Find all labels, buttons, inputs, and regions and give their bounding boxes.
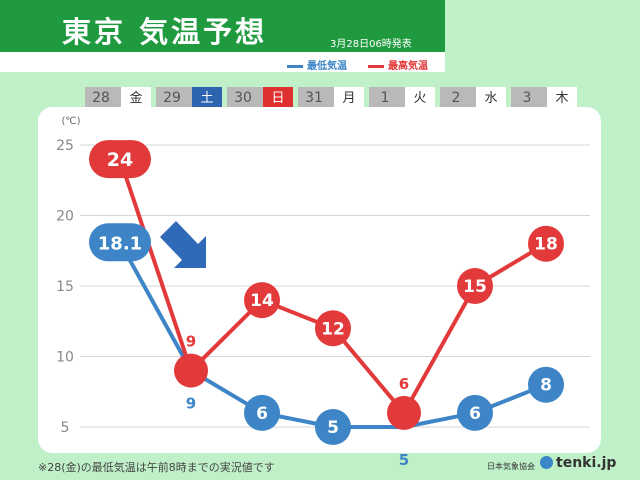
day-weekday: 月 xyxy=(334,87,364,110)
credit: 日本気象協会 xyxy=(487,462,535,471)
brand-text: tenki.jp xyxy=(556,455,617,471)
day-cell: 30 日 xyxy=(227,87,293,110)
max-temp-label: 15 xyxy=(463,277,487,297)
day-weekday: 日 xyxy=(263,87,293,110)
max-temp-point xyxy=(387,395,421,430)
legend-min: 最低気温 xyxy=(287,57,347,72)
max-temp-label: 6 xyxy=(399,375,409,393)
min-temp-point xyxy=(89,223,151,262)
min-temp-point xyxy=(244,394,280,431)
max-temp-label: 24 xyxy=(107,149,133,171)
min-temp-label: 18.1 xyxy=(98,233,142,254)
day-number: 2 xyxy=(451,90,461,106)
legend-max: 最高気温 xyxy=(368,57,428,72)
min-temp-label: 8 xyxy=(540,376,552,396)
day-weekday: 火 xyxy=(405,87,435,110)
legend-min-swatch xyxy=(287,64,303,68)
min-temp-point xyxy=(315,409,351,445)
y-tick-label: 20 xyxy=(56,209,74,225)
day-number: 30 xyxy=(234,90,252,106)
legend-min-label: 最低気温 xyxy=(307,61,347,72)
day-weekday: 土 xyxy=(192,87,222,110)
arrow-down-icon xyxy=(160,221,206,268)
tenki-logo-icon xyxy=(540,456,553,469)
footnote: ※28(金)の最低気温は午前8時までの実況値です xyxy=(38,461,275,474)
min-temp-label: 5 xyxy=(399,451,409,469)
day-cell: 28 金 xyxy=(85,87,151,110)
min-temp-label: 9 xyxy=(186,395,196,413)
y-tick-label: 25 xyxy=(56,138,74,154)
day-number: 29 xyxy=(163,90,181,106)
min-temp-label: 5 xyxy=(327,418,339,438)
day-weekday: 金 xyxy=(121,87,151,110)
max-temp-label: 18 xyxy=(534,235,558,255)
min-temp-point xyxy=(457,394,493,431)
max-temp-point xyxy=(244,282,280,319)
day-number: 31 xyxy=(305,90,323,106)
min-temp-label: 6 xyxy=(469,404,481,424)
day-weekday: 水 xyxy=(476,87,506,110)
legend-max-label: 最高気温 xyxy=(388,61,428,72)
max-temp-point xyxy=(457,268,493,304)
title-bar: 東京 気温予想 3月28日06時発表 xyxy=(0,0,445,52)
max-temp-label: 9 xyxy=(186,333,196,351)
max-temp-point xyxy=(174,353,208,388)
max-temp-point xyxy=(315,310,351,347)
day-number: 1 xyxy=(380,90,390,106)
issued-time: 3月28日06時発表 xyxy=(330,39,412,50)
y-tick-label: 10 xyxy=(56,350,74,366)
day-number: 3 xyxy=(522,90,532,106)
day-cell: 29 土 xyxy=(156,87,222,110)
max-temp-point xyxy=(528,225,564,262)
brand-logo[interactable]: tenki.jp xyxy=(540,455,616,471)
day-number: 28 xyxy=(92,90,110,106)
y-tick-label: 5 xyxy=(61,420,70,436)
max-temp-point xyxy=(89,140,151,179)
legend-max-swatch xyxy=(368,64,384,68)
min-temp-point xyxy=(528,366,564,403)
max-temp-label: 14 xyxy=(250,291,274,311)
max-temp-label: 12 xyxy=(321,319,345,339)
page-title: 東京 気温予想 xyxy=(62,15,268,49)
y-tick-label: 15 xyxy=(56,279,74,295)
day-weekday: 木 xyxy=(547,87,577,110)
header-box: 東京 気温予想 3月28日06時発表 最低気温 最高気温 xyxy=(0,0,445,72)
y-unit-label: (℃) xyxy=(61,116,80,127)
min-temp-label: 6 xyxy=(256,404,268,424)
day-cell: 31 月 xyxy=(298,87,364,110)
